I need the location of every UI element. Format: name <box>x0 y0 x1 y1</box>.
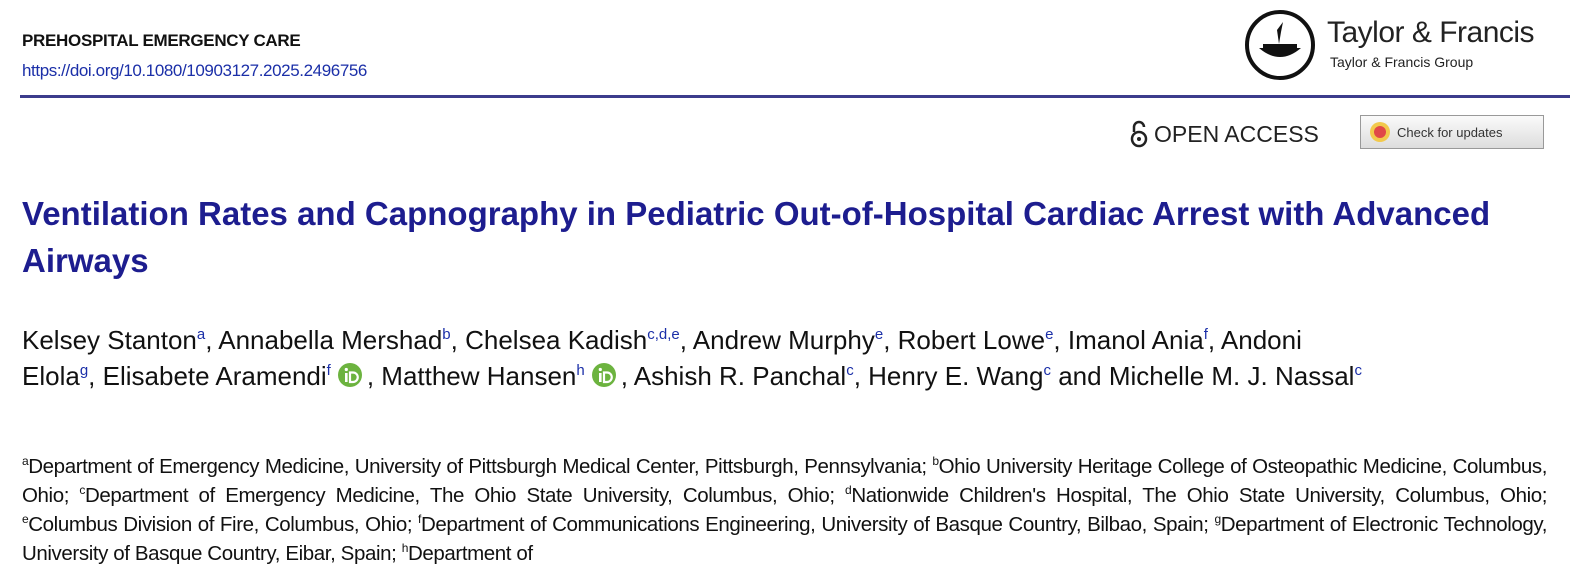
open-access-label: OPEN ACCESS <box>1154 120 1319 147</box>
affiliation-text: Department of <box>407 542 533 565</box>
author-separator: , <box>1053 325 1068 355</box>
author-separator: , <box>883 325 898 355</box>
author-sup: c <box>1043 362 1051 379</box>
affiliation-text: Department of Emergency Medicine, Univer… <box>28 455 927 478</box>
author-name: Michelle M. J. Nassal <box>1108 361 1355 391</box>
publisher-logo <box>1245 10 1315 80</box>
author-sup: e <box>1045 326 1054 343</box>
header-rule <box>20 95 1570 98</box>
open-access: OPEN ACCESS <box>1130 120 1319 148</box>
author-name: Elisabete Aramendi <box>102 361 327 391</box>
author-name: Andrew Murphy <box>692 325 875 355</box>
affiliation-text: Department of Emergency Medicine, The Oh… <box>85 484 835 507</box>
author-name: Chelsea Kadish <box>465 325 648 355</box>
affiliation-mark: d <box>845 483 852 497</box>
check-updates-badge[interactable]: Check for updates <box>1360 115 1544 149</box>
author-name: Ashish R. Panchal <box>633 361 847 391</box>
author-separator: , <box>853 361 869 391</box>
author-separator: , <box>366 361 382 391</box>
author-name: Annabella Mershad <box>218 325 443 355</box>
author-name: Robert Lowe <box>897 325 1046 355</box>
orcid-icon <box>591 363 616 387</box>
author-name: Kelsey Stanton <box>22 325 197 355</box>
orcid <box>337 361 363 397</box>
author-list: Kelsey Stantona, Annabella Mershadb, Che… <box>22 322 1462 397</box>
author-sup: b <box>442 326 451 343</box>
author-separator: , <box>679 325 693 355</box>
author-sup: h <box>576 362 585 379</box>
author-sup: g <box>79 362 89 379</box>
author-name: Henry E. Wang <box>868 361 1044 391</box>
affiliation-mark: a <box>22 454 29 468</box>
author-sup: c <box>846 362 854 379</box>
author-separator: , <box>620 361 634 391</box>
author-sup: f <box>1203 326 1208 343</box>
journal-name: PREHOSPITAL EMERGENCY CARE <box>22 31 301 50</box>
affiliation-text: Department of Electronic Technology, Uni… <box>22 513 1547 565</box>
author-separator: , <box>1207 325 1221 355</box>
affiliation-mark: e <box>22 512 29 526</box>
affiliation-text: Department of Communications Engineering… <box>420 513 1209 536</box>
affiliation-text: Nationwide Children's Hospital, The Ohio… <box>851 484 1548 507</box>
affiliation-mark: c <box>79 483 86 497</box>
lock-icon <box>1130 120 1148 148</box>
check-updates-label: Check for updates <box>1397 124 1503 140</box>
publisher-group: Taylor & Francis Group <box>1330 54 1474 70</box>
author-separator: , <box>88 361 103 391</box>
author-sup: c <box>1354 362 1362 379</box>
author-sup: f <box>326 362 331 379</box>
author-sup: c,d,e <box>647 326 680 343</box>
affiliation-text: Ohio University Heritage College of Oste… <box>22 455 1548 507</box>
affiliations: aDepartment of Emergency Medicine, Unive… <box>22 452 1547 568</box>
author-name: Andoni Elola <box>22 325 1302 391</box>
author-name: Imanol Ania <box>1067 325 1204 355</box>
affiliation-mark: b <box>932 454 939 468</box>
doi-link[interactable]: https://doi.org/10.1080/10903127.2025.24… <box>22 61 367 80</box>
author-separator: and <box>1050 361 1109 391</box>
article-title: Ventilation Rates and Capnography in Ped… <box>22 195 1491 279</box>
affiliation-text: Columbus Division of Fire, Columbus, Ohi… <box>28 513 413 536</box>
author-sup: a <box>196 326 206 343</box>
author-sup: e <box>874 326 884 343</box>
affiliation-mark: h <box>401 541 409 555</box>
author-name: Matthew Hansen <box>381 361 577 391</box>
check-icon <box>1370 122 1390 142</box>
orcid <box>591 361 617 397</box>
affiliation-mark: g <box>1214 512 1222 526</box>
publisher-name: Taylor & Francis <box>1327 16 1535 49</box>
author-separator: , <box>205 325 219 355</box>
author-separator: , <box>450 325 466 355</box>
affiliation-mark: f <box>418 512 421 526</box>
orcid-icon <box>337 363 362 387</box>
